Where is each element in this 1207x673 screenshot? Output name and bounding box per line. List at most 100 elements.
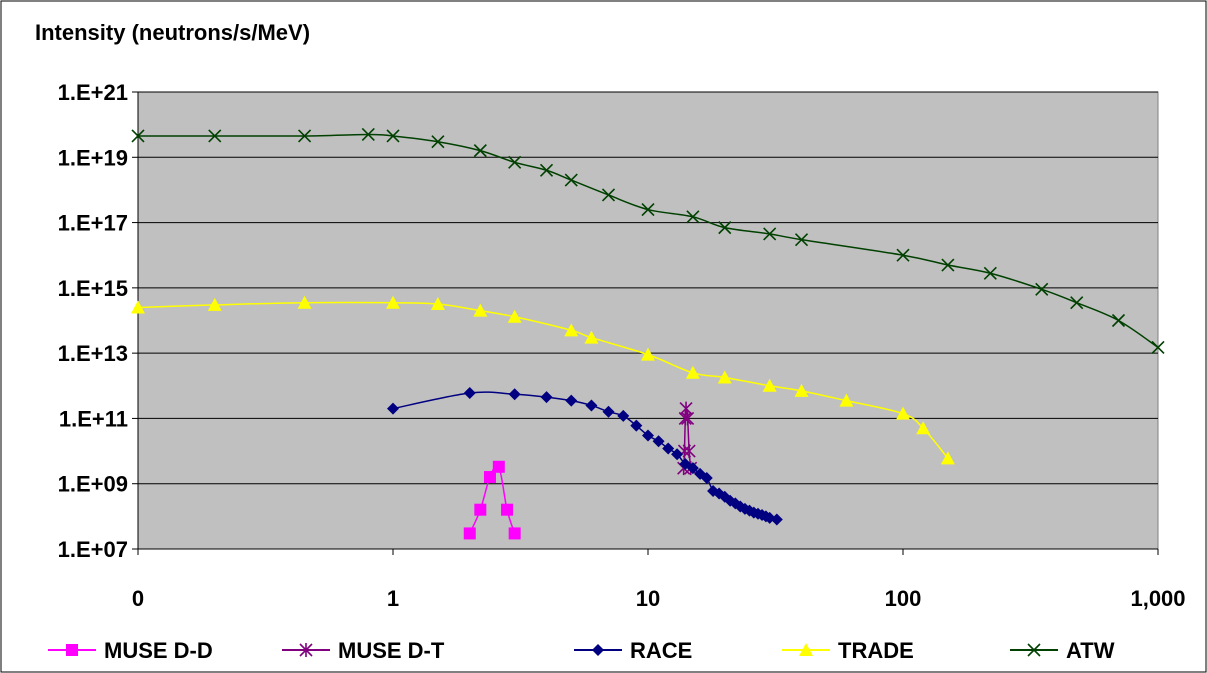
data-point-atw [686,210,700,224]
data-point-race [463,387,476,400]
data-point-trade [717,370,732,384]
legend: MUSE D-D MUSE D-T RACE TRADE ATW [48,638,1115,663]
data-point-race [686,462,699,475]
data-point-atw [896,248,910,262]
data-point-muse-d-d [483,471,496,484]
data-point-race [738,502,751,515]
data-point-trade [839,393,854,407]
data-point-atw [1151,340,1165,354]
data-point-trade [641,347,655,361]
data-point-muse-d-t [682,444,696,459]
y-tick-label: 1.E+11 [59,406,128,431]
data-point-atw [361,127,375,142]
data-point-race [585,399,598,412]
data-point-atw [641,203,655,217]
axes: 1.E+07 1.E+09 1.E+11 1.E+13 1.E+15 1.E+17 1.E+… [58,80,1186,611]
data-point-muse-d-d [474,503,487,516]
y-tick-label: 1.E+19 [58,145,128,170]
data-point-muse-d-d [508,527,521,540]
data-point-atw [763,227,777,241]
data-point-race [387,402,399,415]
x-tick-label: 1 [387,586,399,611]
data-point-atw [601,188,616,202]
data-point-atw [131,129,145,143]
data-point-race [652,435,665,448]
data-point-atw [794,233,809,247]
data-point-race [540,391,553,404]
data-point-race [700,471,713,484]
data-point-atw [564,173,578,187]
data-point-atw [386,129,400,143]
legend-label-race: RACE [630,638,692,663]
data-point-atw [473,144,487,158]
data-point-race [508,388,521,401]
data-point-trade [473,303,488,317]
x-tick-label: 10 [636,586,660,611]
x-tick-label: 0 [132,586,144,611]
plot-area [137,91,1159,550]
legend-item-atw: ATW [1010,638,1115,663]
data-point-muse-d-t [681,411,695,426]
legend-marker-trade [799,643,813,656]
data-point-race [770,513,783,526]
legend-item-muse-d-d: MUSE D-D [48,638,213,663]
data-point-race [602,405,615,418]
legend-marker-atw [1027,643,1041,657]
data-point-race [662,442,675,455]
legend-marker-muse-d-t [299,643,313,657]
data-point-race [630,419,643,432]
y-tick-label: 1.E+15 [58,276,128,301]
legend-label-muse-d-d: MUSE D-D [104,638,213,663]
data-point-trade [584,330,599,344]
y-tick-label: 1.E+21 [58,80,128,105]
data-point-race [617,409,630,422]
data-point-atw [983,266,997,280]
series-trade [131,295,955,465]
legend-label-atw: ATW [1066,638,1115,663]
series-layer [131,127,1165,540]
data-point-trade [207,297,222,311]
y-tick-label: 1.E+13 [58,341,128,366]
data-point-muse-d-d [463,527,476,540]
data-point-atw [1070,296,1084,310]
data-point-atw [298,129,312,143]
legend-marker-race [592,644,604,656]
data-point-trade [131,300,145,314]
data-point-atw [718,221,732,235]
data-point-trade [916,421,931,435]
data-point-atw [208,129,222,143]
y-tick-label: 1.E+09 [58,472,128,497]
data-point-muse-d-d [492,460,505,473]
data-point-race [642,429,654,442]
legend-label-muse-d-t: MUSE D-T [338,638,445,663]
x-tick-label: 1,000 [1130,586,1185,611]
data-point-atw [941,258,955,272]
data-point-atw [508,155,522,169]
legend-item-muse-d-t: MUSE D-T [282,638,445,663]
y-tick-label: 1.E+07 [58,537,128,562]
data-point-atw [1035,282,1049,296]
data-point-trade [430,297,445,311]
data-point-trade [940,451,955,465]
series-atw [131,127,1165,354]
y-axis-title: Intensity (neutrons/s/MeV) [35,20,310,45]
series-muse-d-d [463,460,521,540]
data-point-race [565,394,578,407]
legend-item-race: RACE [574,638,692,663]
data-point-muse-d-d [501,503,514,516]
series-race [387,387,783,526]
data-point-trade [896,406,910,420]
data-point-trade [762,378,777,392]
legend-marker-muse-d-d [66,644,78,656]
legend-item-trade: TRADE [782,638,914,663]
data-point-race [671,448,684,461]
x-tick-label: 100 [885,586,922,611]
data-point-atw [1111,313,1126,328]
data-point-trade [507,309,522,323]
data-point-trade [564,323,579,337]
data-point-trade [386,295,400,309]
data-point-atw [431,135,445,149]
data-point-trade [794,383,809,397]
